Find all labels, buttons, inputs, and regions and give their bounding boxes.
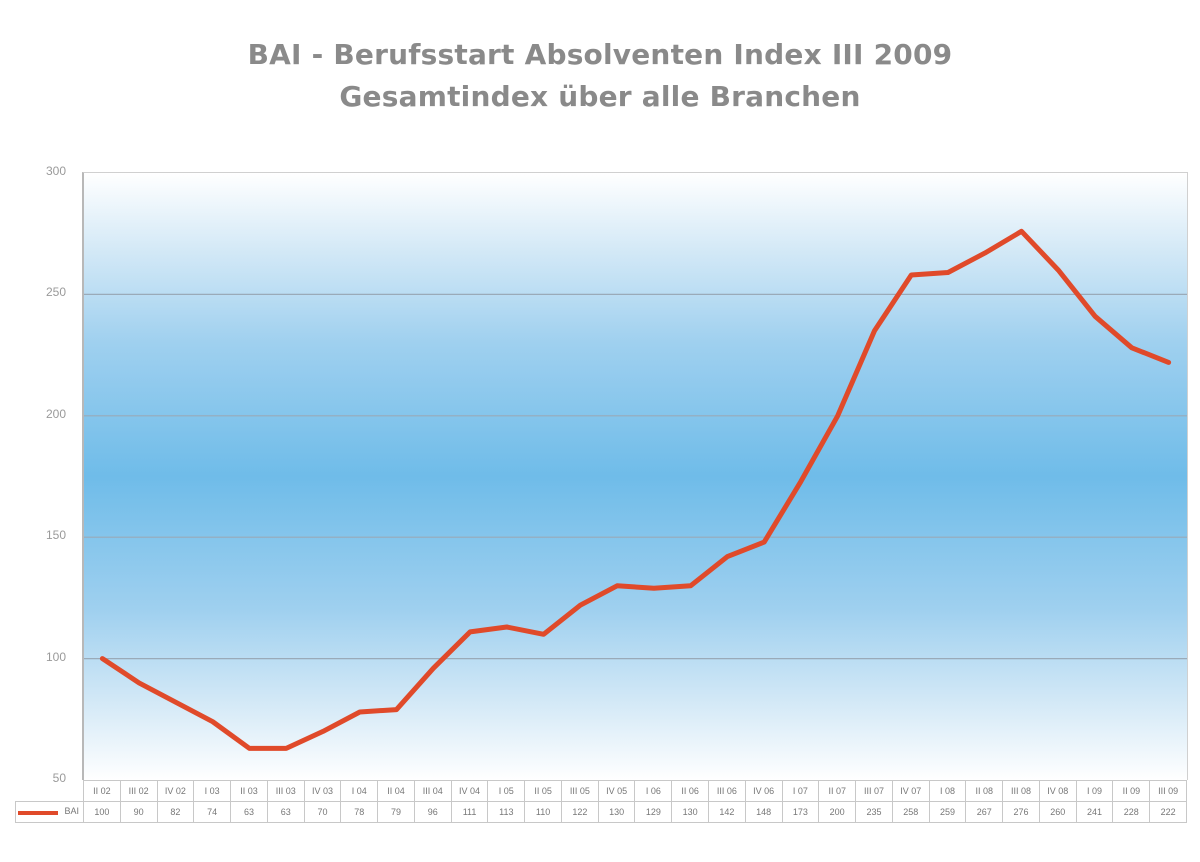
value-cell: 130 (671, 801, 710, 823)
y-tick-label: 250 (45, 285, 66, 300)
y-tick-label: 50 (52, 771, 66, 785)
value-cell: 63 (266, 801, 305, 823)
value-cell: 200 (818, 801, 857, 823)
category-cell: II 02 (83, 780, 121, 802)
category-cell: I 06 (634, 780, 673, 802)
category-cell: IV 07 (891, 780, 930, 802)
category-cell: III 08 (1002, 780, 1040, 802)
plot-area (82, 172, 1188, 780)
value-cell: 267 (965, 801, 1004, 823)
category-cell: II 08 (965, 780, 1004, 802)
value-cell: 74 (193, 801, 232, 823)
value-cell: 258 (891, 801, 930, 823)
category-cell: II 05 (524, 780, 562, 802)
chart-subtitle: Gesamtindex über alle Branchen (339, 80, 861, 113)
value-cell: 173 (781, 801, 820, 823)
category-cell: IV 05 (597, 780, 636, 802)
value-cell: 148 (744, 801, 783, 823)
category-cell: I 08 (928, 780, 967, 802)
value-cell: 90 (119, 801, 158, 823)
value-cell: 276 (1002, 801, 1040, 823)
value-cell: 228 (1112, 801, 1151, 823)
category-cell: I 07 (781, 780, 820, 802)
category-cell: IV 06 (744, 780, 783, 802)
category-cell: IV 04 (450, 780, 489, 802)
category-cell: III 04 (413, 780, 452, 802)
category-cell: III 02 (119, 780, 158, 802)
value-cell: 241 (1075, 801, 1114, 823)
category-cell: III 05 (560, 780, 599, 802)
value-cell: 96 (413, 801, 452, 823)
value-cell: 235 (855, 801, 893, 823)
y-tick-label: 200 (45, 406, 66, 421)
series-line-bai (99, 228, 1172, 751)
value-cell: 259 (928, 801, 967, 823)
value-cell: 129 (634, 801, 673, 823)
chart-title: BAI - Berufsstart Absolventen Index III … (247, 38, 953, 71)
value-cell: 122 (560, 801, 599, 823)
category-cell: IV 02 (156, 780, 195, 802)
category-row: II 02 III 02 IV 02 I 03 II 03 III 03 IV 03 I 04… (16, 780, 1187, 802)
legend-cell: BAI (15, 801, 84, 823)
category-cell: III 06 (708, 780, 746, 802)
value-cell: 78 (340, 801, 379, 823)
value-cell: 111 (450, 801, 489, 823)
value-cell: 82 (156, 801, 195, 823)
value-cell: 70 (303, 801, 342, 823)
value-cell: 110 (524, 801, 562, 823)
y-tick-label: 150 (45, 528, 66, 543)
category-cell: I 09 (1075, 780, 1114, 802)
value-cell: 100 (83, 801, 121, 823)
category-cell: II 06 (671, 780, 710, 802)
category-cell: III 09 (1149, 780, 1187, 802)
value-cell: 63 (230, 801, 268, 823)
value-cell: 142 (708, 801, 746, 823)
category-cell: IV 03 (303, 780, 342, 802)
category-cell: I 03 (193, 780, 232, 802)
category-cell: I 05 (487, 780, 526, 802)
category-cell: II 09 (1112, 780, 1151, 802)
value-cell: 113 (487, 801, 526, 823)
legend-label: BAI (64, 806, 79, 816)
data-table: II 02 III 02 IV 02 I 03 II 03 III 03 IV 03 I 04… (15, 780, 1187, 823)
category-cell: I 04 (340, 780, 379, 802)
category-cell: II 04 (377, 780, 415, 802)
value-cell: 222 (1149, 801, 1187, 823)
line-chart (84, 228, 1187, 751)
value-cell: 260 (1038, 801, 1077, 823)
legend-line-icon (18, 811, 58, 815)
value-row: BAI 100 90 82 74 63 63 70 78 79 96 111 113 110 122 130… (15, 801, 1187, 823)
category-cell: II 07 (818, 780, 857, 802)
category-cell: III 07 (855, 780, 893, 802)
category-cell: III 03 (266, 780, 305, 802)
y-tick-label: 100 (45, 649, 66, 664)
value-cell: 130 (597, 801, 636, 823)
value-cell: 79 (377, 801, 415, 823)
y-tick-label: 300 (45, 164, 66, 178)
category-cell: IV 08 (1038, 780, 1077, 802)
category-cell: II 03 (230, 780, 268, 802)
